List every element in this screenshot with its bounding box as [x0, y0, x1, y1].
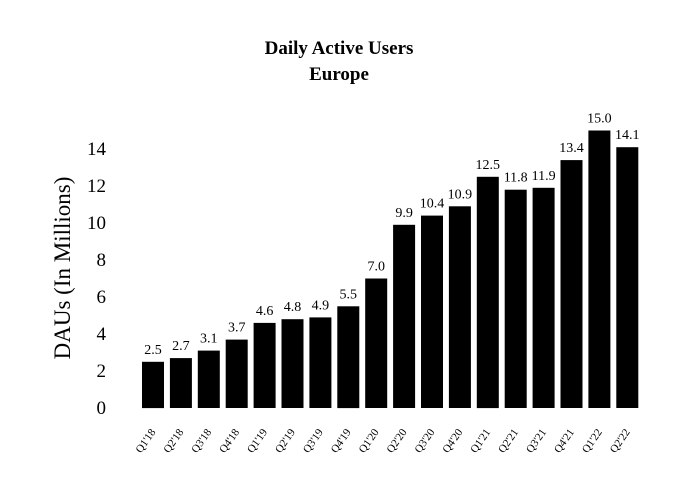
x-axis-category-labels: Q1'18 Q2'18 Q3'18 Q4'18 Q1'19 Q2'19 Q3'19 Q4'19…	[133, 426, 632, 455]
data-label: 3.1	[200, 332, 218, 347]
y-tick-label: 10	[87, 213, 106, 234]
x-tick-label: Q4'21	[552, 427, 577, 456]
bar	[309, 317, 332, 408]
bars-group	[142, 130, 639, 409]
y-tick-label: 6	[97, 287, 107, 308]
x-tick-label: Q2'18	[161, 426, 186, 455]
data-label: 2.5	[144, 343, 162, 358]
y-tick-label: 14	[87, 139, 107, 160]
bar	[588, 130, 611, 408]
bar	[616, 147, 639, 408]
data-label: 15.0	[587, 112, 612, 127]
data-label: 14.1	[615, 128, 640, 143]
chart-subtitle: Europe	[309, 64, 369, 85]
data-label: 13.4	[559, 141, 584, 156]
bar	[532, 187, 555, 408]
x-tick-label: Q1'18	[133, 426, 158, 455]
x-tick-label: Q4'18	[217, 426, 242, 455]
data-label: 3.7	[228, 321, 246, 336]
y-tick-label: 0	[97, 398, 107, 419]
y-tick-label: 12	[87, 176, 106, 197]
y-tick-label: 2	[97, 361, 107, 382]
data-label: 12.5	[476, 158, 501, 173]
x-tick-label: Q1'21	[468, 427, 493, 456]
x-tick-label: Q1'19	[245, 426, 270, 455]
data-label: 10.9	[448, 187, 473, 202]
data-label: 2.7	[172, 339, 190, 354]
y-axis-title: DAUs (In Millions)	[50, 177, 75, 360]
x-tick-label: Q4'19	[329, 426, 354, 455]
bar	[169, 358, 192, 408]
bar	[560, 160, 583, 408]
y-axis-ticks: 0 2 4 6 8 10 12 14	[87, 139, 107, 419]
x-tick-label: Q1'22	[580, 427, 605, 456]
bar	[197, 350, 220, 408]
bar	[365, 278, 388, 408]
bar	[476, 176, 499, 409]
x-tick-label: Q2'20	[385, 426, 410, 455]
bar	[281, 319, 304, 408]
bar	[253, 322, 276, 408]
y-tick-label: 8	[97, 250, 107, 271]
bar	[393, 224, 416, 408]
x-tick-label: Q3'20	[412, 426, 437, 455]
data-label: 10.4	[420, 197, 445, 212]
data-label: 11.9	[532, 169, 556, 184]
bar	[337, 306, 360, 409]
x-tick-label: Q1'20	[357, 426, 382, 455]
chart-title: Daily Active Users	[265, 38, 414, 59]
bar	[225, 339, 248, 408]
x-tick-label: Q2'22	[608, 427, 633, 456]
data-label: 5.5	[340, 287, 358, 302]
x-tick-label: Q3'18	[189, 426, 214, 455]
bar	[142, 361, 164, 409]
y-tick-label: 4	[97, 324, 107, 345]
x-tick-label: Q4'20	[440, 426, 465, 455]
bar	[448, 206, 471, 408]
bar	[504, 189, 527, 408]
x-tick-label: Q3'21	[524, 427, 549, 456]
data-label: 4.6	[256, 304, 274, 319]
data-label: 9.9	[395, 206, 413, 221]
x-tick-label: Q3'19	[301, 426, 326, 455]
data-label: 11.8	[504, 171, 528, 186]
data-label: 4.8	[284, 300, 302, 315]
bar	[421, 215, 443, 408]
data-labels-group: 2.5 2.7 3.1 3.7 4.6 4.8 4.9 5.5 7.0 9.9 10.410.912…	[144, 112, 639, 358]
data-label: 4.9	[312, 298, 330, 313]
x-tick-label: Q2'19	[273, 426, 298, 455]
x-tick-label: Q2'21	[496, 427, 521, 456]
data-label: 7.0	[367, 260, 385, 275]
